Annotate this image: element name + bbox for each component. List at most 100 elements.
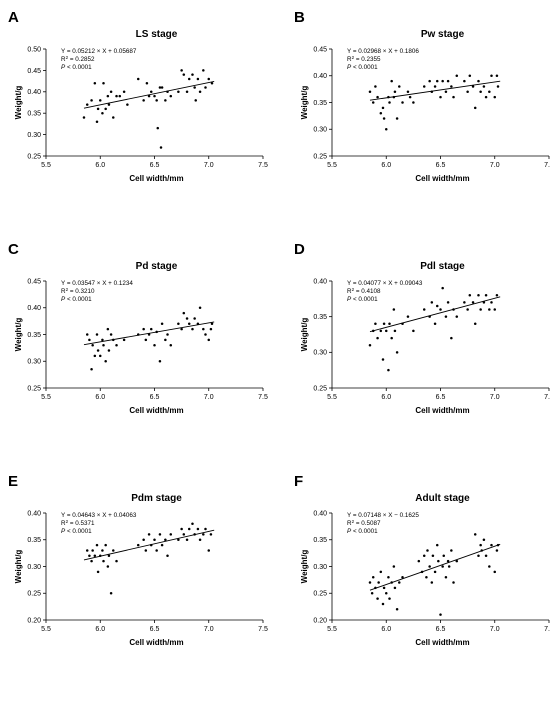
- data-point: [204, 333, 207, 336]
- y-tick-label: 0.25: [27, 591, 41, 598]
- data-point: [495, 294, 499, 297]
- x-tick-label: 6.0: [381, 162, 391, 169]
- data-point: [374, 85, 377, 88]
- regression-line: [369, 80, 501, 101]
- data-point: [477, 554, 480, 558]
- panel-title: Pw stage: [421, 29, 465, 40]
- p-value: P < 0.0001: [347, 296, 378, 303]
- data-point: [376, 336, 379, 340]
- data-point: [482, 85, 486, 88]
- data-point: [463, 79, 466, 83]
- data-point: [477, 79, 480, 83]
- panel-title: Adult stage: [415, 493, 470, 504]
- data-point: [430, 90, 434, 94]
- x-tick-label: 7.0: [490, 394, 500, 401]
- data-point: [479, 90, 482, 94]
- x-tick-label: 7.0: [204, 394, 214, 401]
- data-point: [169, 343, 173, 347]
- y-tick-label: 0.45: [313, 46, 327, 53]
- data-point: [193, 317, 196, 320]
- data-point: [106, 565, 110, 568]
- data-point: [187, 77, 191, 81]
- panel-letter: D: [294, 241, 305, 258]
- y-axis-label: Weight/g: [300, 86, 309, 120]
- data-point: [368, 581, 372, 584]
- data-point: [107, 103, 111, 106]
- x-axis-label: Cell width/mm: [129, 638, 183, 647]
- data-point: [370, 592, 374, 595]
- data-point: [166, 333, 169, 336]
- panel-b: B Pw stage 5.5 6.0 6.5 7.0 7.5 0.25 0.30 0.35 0.40…: [294, 9, 550, 183]
- data-point: [107, 349, 111, 352]
- y-tick-label: 0.30: [313, 564, 327, 571]
- data-point: [182, 73, 186, 76]
- data-point: [422, 554, 426, 558]
- x-tick-label: 6.0: [95, 626, 105, 633]
- y-tick-label: 0.40: [313, 278, 327, 285]
- data-point: [160, 543, 164, 547]
- data-point: [191, 522, 194, 525]
- r-squared-value: = 0.5371: [68, 520, 95, 527]
- y-tick-label: 0.40: [313, 510, 327, 517]
- data-point: [401, 575, 404, 579]
- data-point: [196, 77, 200, 81]
- data-point: [204, 86, 207, 89]
- data-point: [196, 527, 200, 531]
- data-point: [495, 74, 499, 77]
- data-point: [85, 549, 89, 552]
- x-tick-label: 6.0: [95, 162, 105, 169]
- data-point: [392, 308, 396, 311]
- panel-f: F Adult stage 5.5 6.0 6.5 7.0 7.5 0.20 0.25 0.30 0…: [294, 473, 550, 647]
- x-tick-label: 6.0: [95, 394, 105, 401]
- x-axis-label: Cell width/mm: [129, 406, 183, 415]
- regression-equation: Y = 0.02968 × X + 0.1806: [347, 48, 419, 55]
- data-point: [147, 333, 151, 336]
- data-point: [142, 99, 145, 102]
- data-point: [441, 565, 444, 568]
- p-value: P < 0.0001: [347, 528, 378, 535]
- data-point: [490, 543, 493, 547]
- data-point: [177, 538, 180, 541]
- data-point: [377, 581, 380, 584]
- y-tick-label: 0.20: [313, 617, 327, 624]
- data-point: [182, 311, 186, 315]
- data-point: [136, 543, 140, 547]
- data-point: [473, 106, 477, 110]
- x-tick-label: 5.5: [41, 162, 51, 169]
- data-point: [490, 74, 493, 77]
- data-point: [160, 322, 164, 326]
- data-point: [85, 333, 89, 336]
- data-point: [398, 85, 401, 88]
- data-point: [149, 327, 153, 331]
- data-point: [452, 95, 455, 99]
- data-point: [109, 333, 113, 336]
- data-point: [106, 94, 110, 98]
- data-point: [112, 116, 115, 119]
- data-point: [196, 322, 200, 326]
- regression-line: [369, 543, 501, 591]
- y-tick-label: 0.35: [313, 314, 327, 321]
- data-point: [390, 79, 393, 83]
- p-value: P < 0.0001: [61, 528, 92, 535]
- data-point: [118, 94, 122, 98]
- data-point: [444, 315, 448, 318]
- data-point: [395, 608, 399, 611]
- r-squared-value: = 0.2852: [68, 56, 95, 63]
- regression-equation: Y = 0.07148 × X − 0.1625: [347, 512, 419, 519]
- y-tick-label: 0.30: [27, 132, 41, 139]
- data-point: [466, 90, 469, 94]
- data-point: [185, 317, 189, 320]
- data-point: [484, 294, 488, 297]
- x-tick-label: 6.5: [436, 162, 446, 169]
- x-tick-label: 5.5: [41, 626, 51, 633]
- data-point: [115, 94, 118, 98]
- r-squared-value: = 0.5087: [354, 520, 381, 527]
- data-point: [144, 549, 148, 552]
- data-point: [480, 549, 483, 552]
- data-point: [435, 304, 439, 308]
- x-tick-label: 7.0: [490, 162, 500, 169]
- data-point: [95, 120, 99, 124]
- data-point: [488, 308, 491, 311]
- x-tick-label: 6.5: [436, 626, 446, 633]
- data-point: [82, 116, 86, 119]
